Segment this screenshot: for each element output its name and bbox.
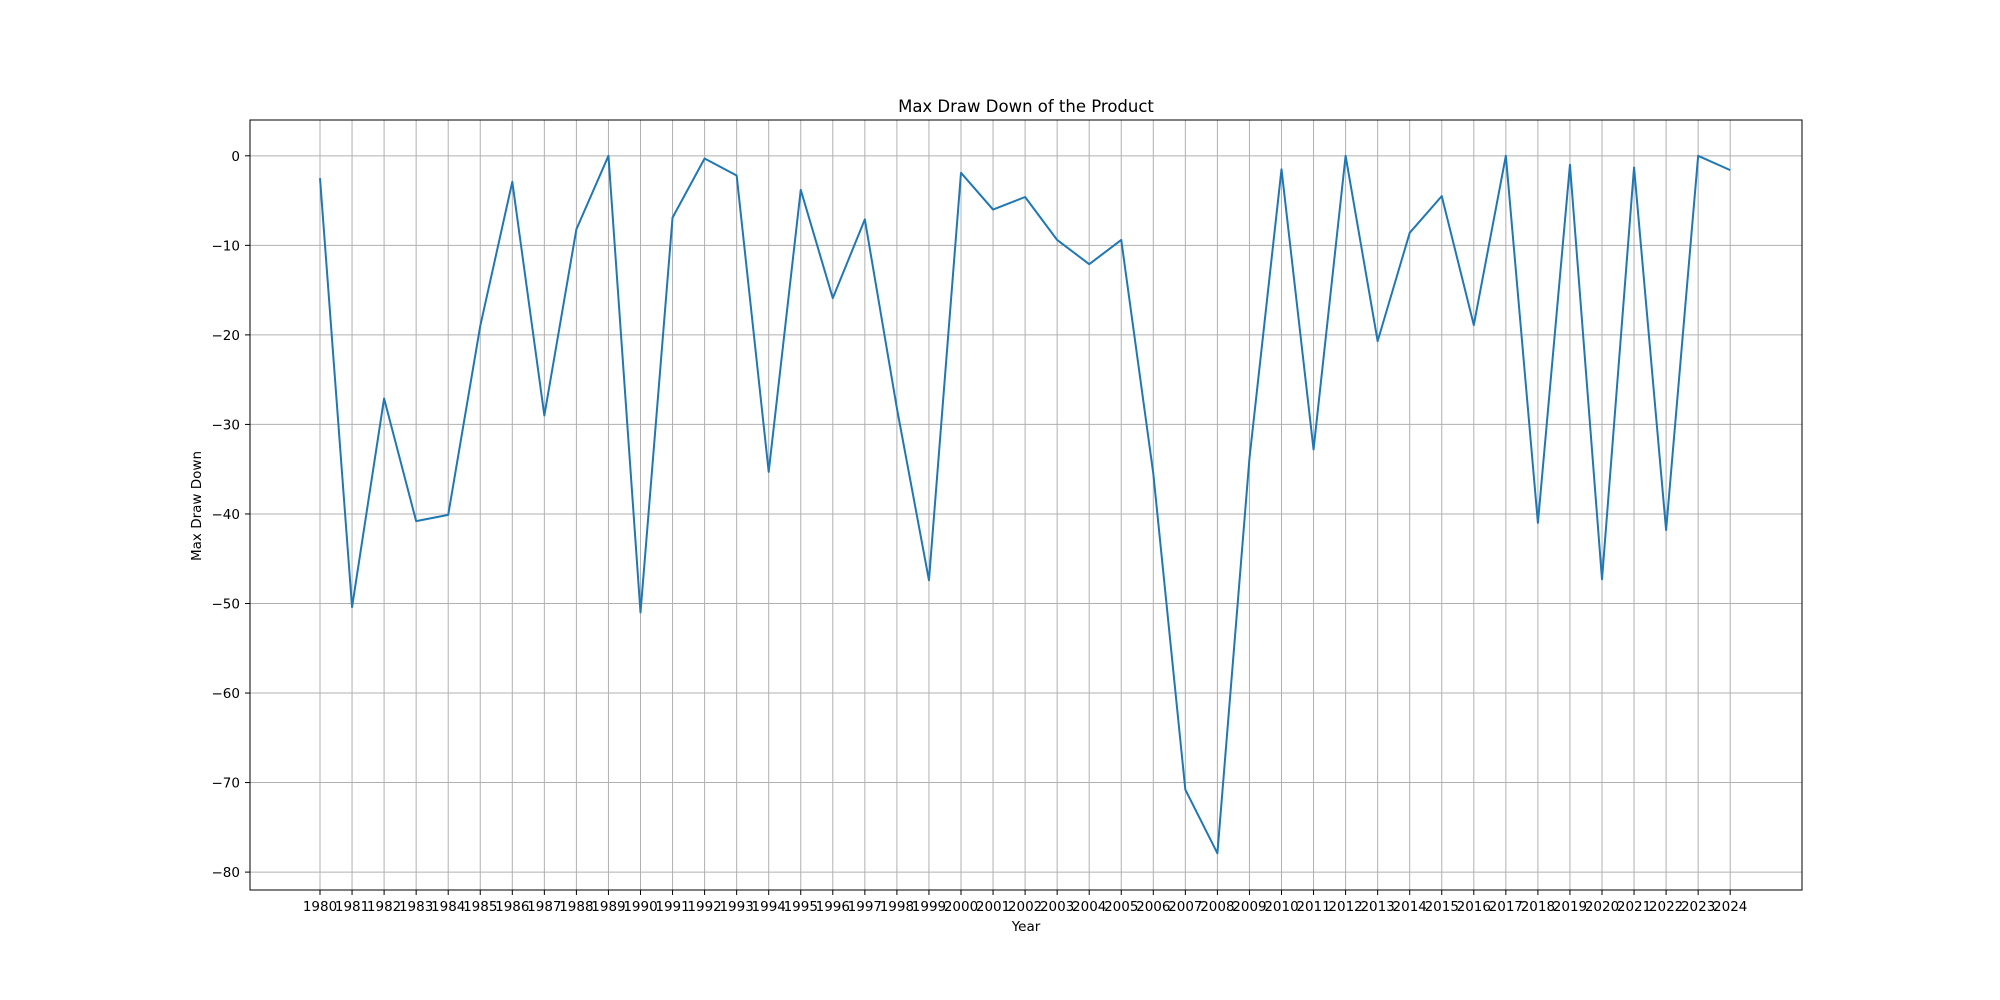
grid-layer — [250, 120, 1802, 890]
x-tick-label: 2009 — [1232, 899, 1266, 915]
x-tick-label: 1989 — [591, 899, 625, 915]
x-tick-label: 1983 — [399, 899, 433, 915]
y-tick-label: 0 — [231, 149, 240, 165]
series-line — [319, 154, 1731, 855]
series-layer — [319, 154, 1731, 855]
x-tick-label: 1990 — [623, 899, 657, 915]
x-tick-label: 2012 — [1328, 899, 1362, 915]
y-tick-label: −40 — [212, 507, 241, 523]
y-tick-label: −10 — [212, 238, 241, 254]
y-tick-label: −60 — [212, 686, 241, 702]
x-tick-label: 2013 — [1360, 899, 1394, 915]
x-tick-label: 1986 — [495, 899, 529, 915]
x-tick-label: 1999 — [912, 899, 946, 915]
x-tick-label: 2010 — [1264, 899, 1298, 915]
x-tick-label: 2004 — [1072, 899, 1106, 915]
x-tick-label: 2011 — [1296, 899, 1330, 915]
y-tick-label: −20 — [212, 328, 241, 344]
x-tick-label: 1996 — [816, 899, 850, 915]
x-tick-label: 2000 — [944, 899, 978, 915]
chart-title: Max Draw Down of the Product — [898, 97, 1154, 116]
x-tick-label: 2001 — [976, 899, 1010, 915]
x-tick-label: 1995 — [784, 899, 818, 915]
x-tick-label: 2018 — [1521, 899, 1555, 915]
x-axis-label: Year — [1011, 919, 1041, 935]
x-tick-label: 1987 — [527, 899, 561, 915]
x-tick-label: 1992 — [687, 899, 721, 915]
y-tick-label: −30 — [212, 417, 241, 433]
x-tick-label: 2021 — [1617, 899, 1651, 915]
y-tick-label: −50 — [212, 596, 241, 612]
x-tick-label: 2023 — [1681, 899, 1715, 915]
x-tick-label: 2008 — [1200, 899, 1234, 915]
x-tick-label: 2017 — [1489, 899, 1523, 915]
x-tick-label: 1984 — [431, 899, 465, 915]
x-tick-label: 2020 — [1585, 899, 1619, 915]
y-axis-label: Max Draw Down — [189, 451, 205, 561]
y-tick-label: −80 — [212, 865, 241, 881]
x-tick-label: 1993 — [719, 899, 753, 915]
x-tick-label: 2019 — [1553, 899, 1587, 915]
x-tick-label: 2014 — [1393, 899, 1427, 915]
x-tick-label: 2015 — [1425, 899, 1459, 915]
x-tick-label: 1988 — [559, 899, 593, 915]
x-tick-label: 1981 — [335, 899, 369, 915]
x-tick-label: 1991 — [655, 899, 689, 915]
x-tick-label: 2006 — [1136, 899, 1170, 915]
y-tick-label: −70 — [212, 776, 241, 792]
x-tick-label: 2024 — [1713, 899, 1747, 915]
x-tick-label: 2002 — [1008, 899, 1042, 915]
x-tick-label: 1994 — [752, 899, 786, 915]
plot-frame — [249, 119, 1803, 891]
x-tick-label: 2005 — [1104, 899, 1138, 915]
x-tick-label: 1980 — [303, 899, 337, 915]
ticks-layer: 1980198119821983198419851986198719881989… — [212, 149, 1748, 915]
x-tick-label: 1982 — [367, 899, 401, 915]
x-tick-label: 2003 — [1040, 899, 1074, 915]
x-tick-label: 2022 — [1649, 899, 1683, 915]
x-tick-label: 1985 — [463, 899, 497, 915]
x-tick-label: 1998 — [880, 899, 914, 915]
x-tick-label: 1997 — [848, 899, 882, 915]
x-tick-label: 2007 — [1168, 899, 1202, 915]
x-tick-label: 2016 — [1457, 899, 1491, 915]
